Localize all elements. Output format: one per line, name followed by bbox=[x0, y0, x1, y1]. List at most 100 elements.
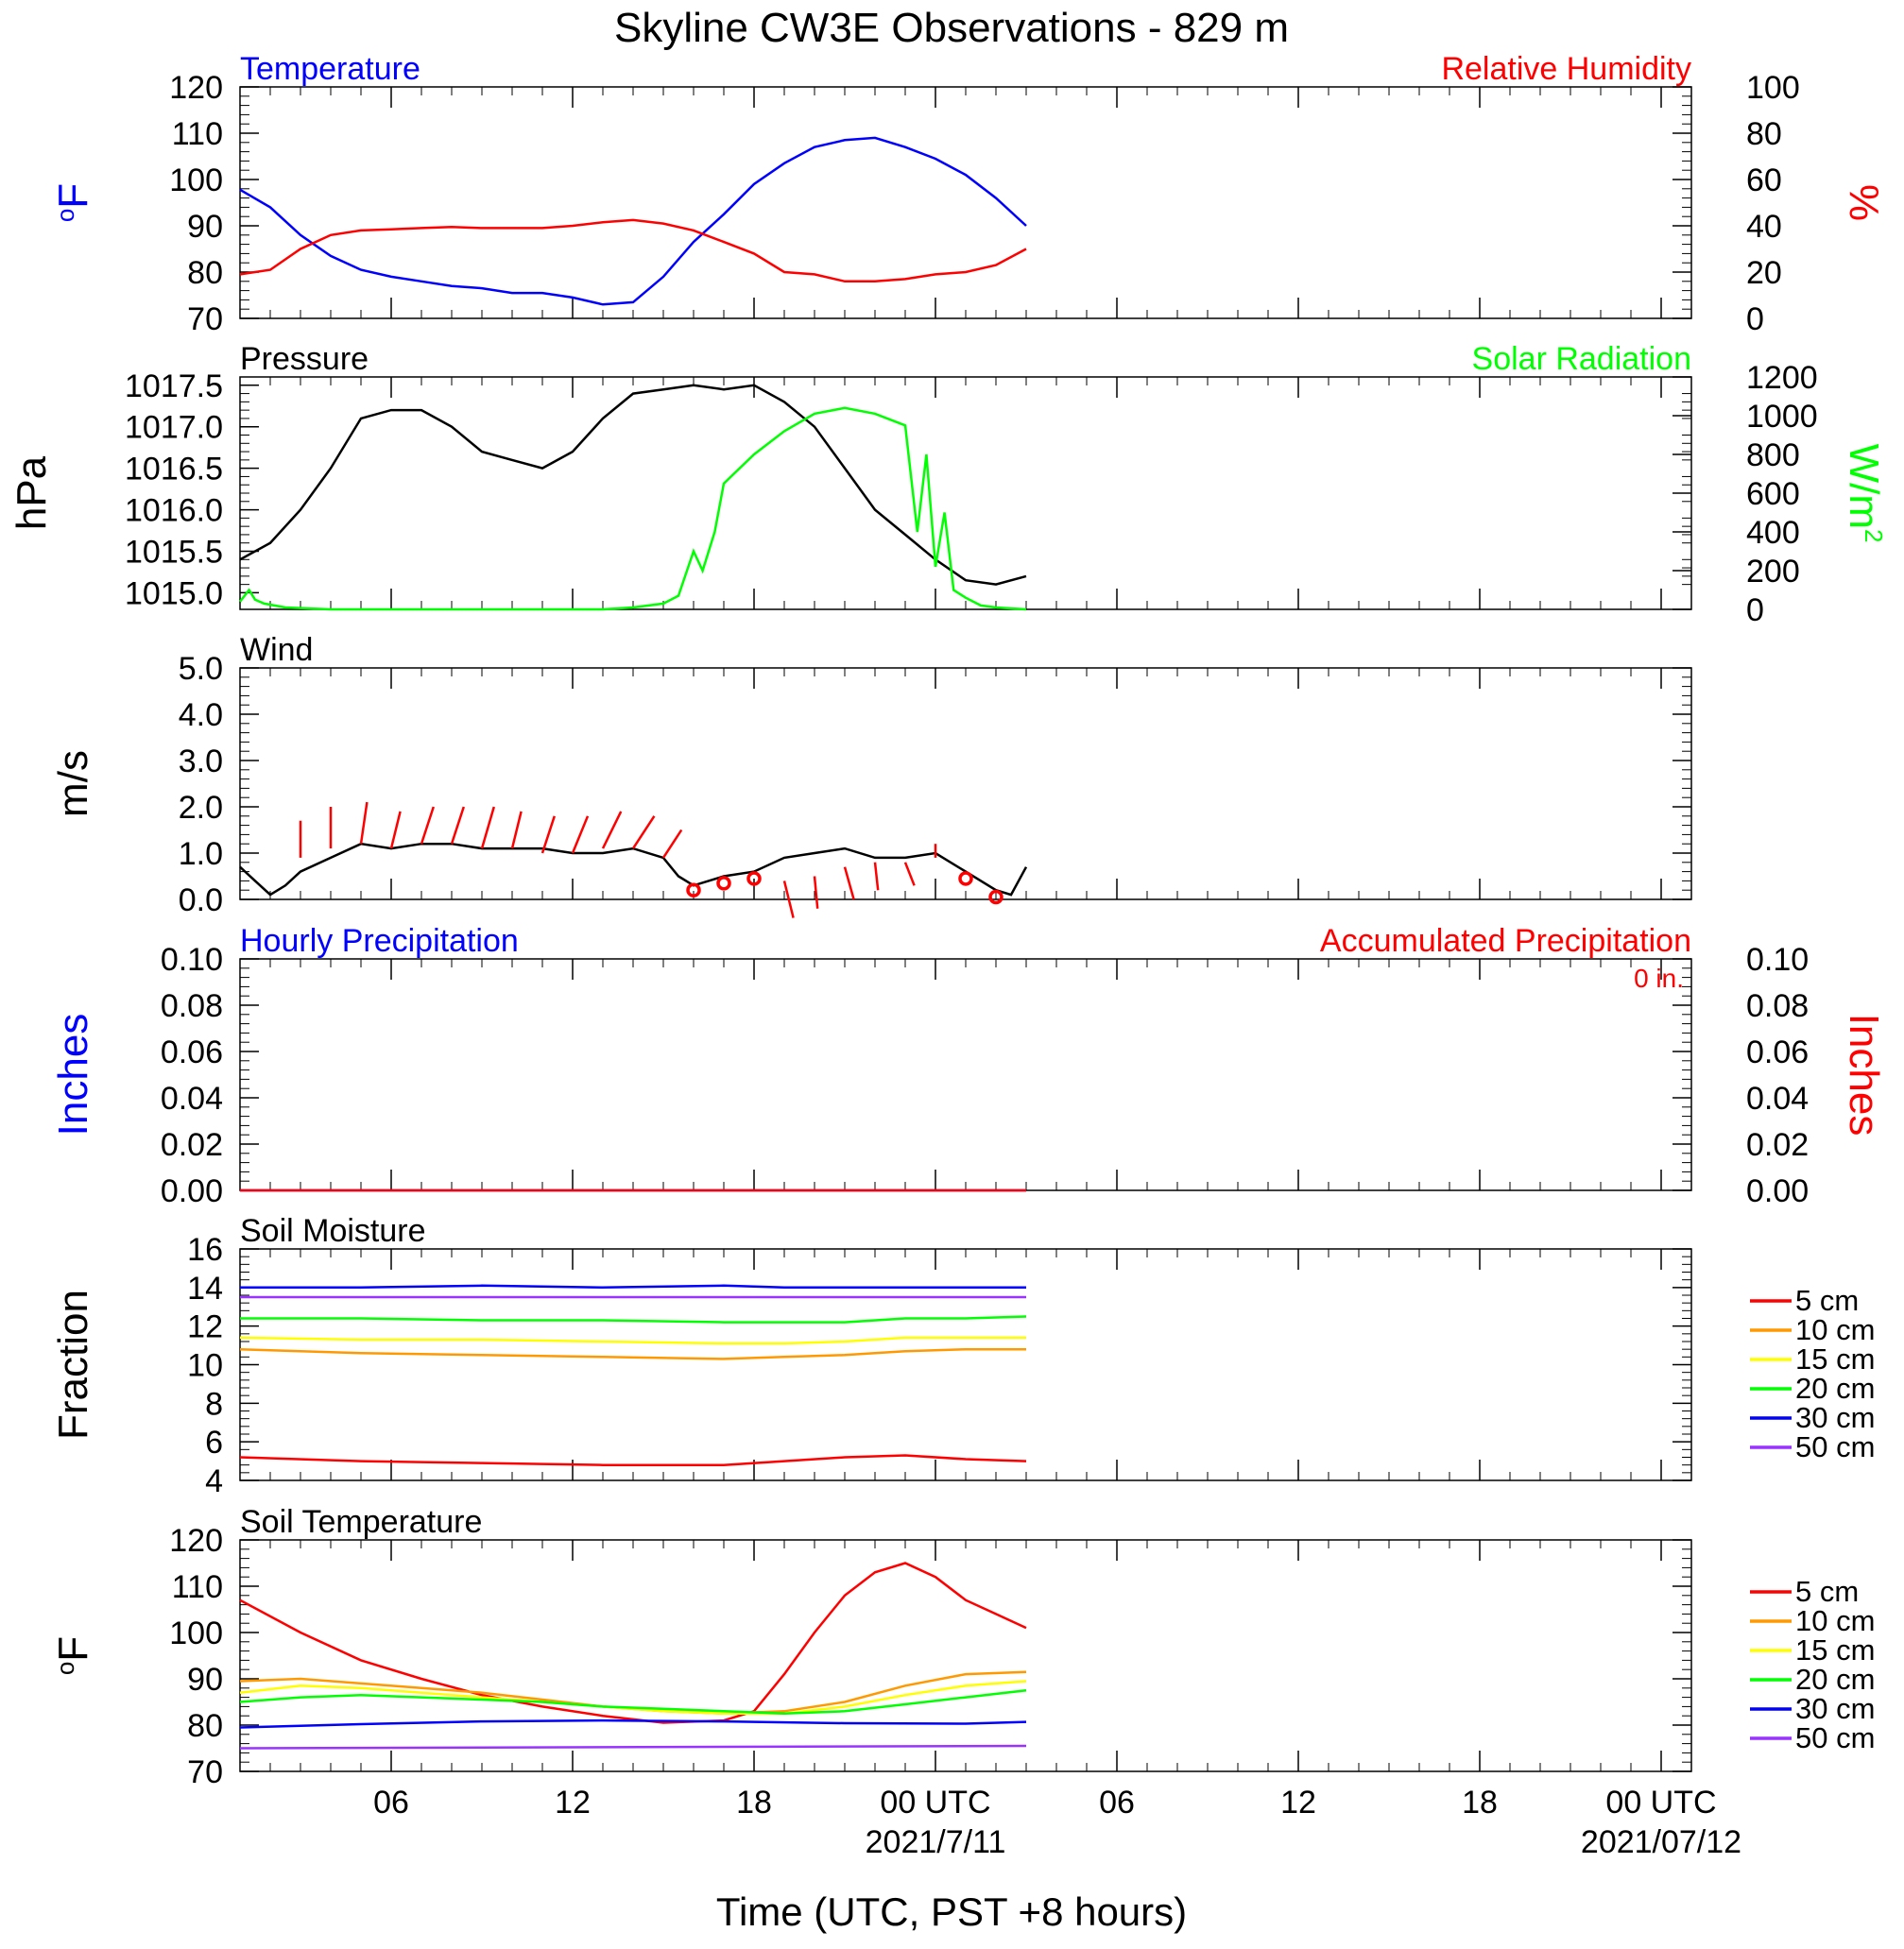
y2-tick-label: 1000 bbox=[1746, 399, 1818, 435]
y-tick-label: 1015.0 bbox=[125, 575, 223, 611]
y-tick-label: 8 bbox=[205, 1386, 223, 1422]
y-tick-label: 120 bbox=[169, 70, 223, 106]
y-tick-label: 100 bbox=[169, 162, 223, 198]
y2-tick-label: 0.02 bbox=[1746, 1127, 1809, 1163]
series-temperature bbox=[239, 136, 1027, 306]
panel-title-left: Soil Temperature bbox=[240, 1504, 482, 1540]
panel-title-left: Hourly Precipitation bbox=[240, 923, 519, 959]
panel-title-left: Wind bbox=[240, 632, 313, 668]
degree-mark: o bbox=[51, 1662, 79, 1675]
y-tick-label: 0.0 bbox=[179, 882, 223, 918]
x-tick-label: 00 UTC bbox=[880, 1785, 990, 1821]
y-tick-label: 70 bbox=[187, 1754, 223, 1790]
series-20-cm bbox=[240, 1315, 1027, 1324]
series-50-cm bbox=[239, 1744, 1027, 1750]
series-pressure bbox=[239, 384, 1027, 586]
y-tick-label: 1.0 bbox=[179, 836, 223, 872]
y-axis-label: Inches bbox=[50, 1014, 96, 1137]
wind-barb bbox=[480, 806, 496, 849]
plot-frame bbox=[239, 958, 1692, 1191]
plot-frame bbox=[239, 1539, 1692, 1772]
x-tick-sublabel: 2021/7/11 bbox=[866, 1824, 1006, 1860]
legend-label-20-cm: 20 cm bbox=[1795, 1372, 1875, 1405]
y-tick-label: 90 bbox=[187, 209, 223, 245]
x-tick-label: 00 UTC bbox=[1605, 1785, 1716, 1821]
accumulated-total-label: 0 in. bbox=[1634, 964, 1684, 993]
y-tick-label: 10 bbox=[187, 1348, 223, 1384]
wind-barb bbox=[813, 876, 819, 909]
series-20-cm bbox=[239, 1689, 1027, 1716]
unit-f: F bbox=[50, 183, 96, 209]
y-tick-label: 120 bbox=[169, 1523, 223, 1559]
y2-axis-label: Inches bbox=[1841, 1014, 1887, 1137]
y2-tick-label: 0 bbox=[1746, 301, 1764, 337]
y2-axis-label: % bbox=[1841, 184, 1887, 221]
plot-frame bbox=[239, 376, 1692, 610]
series-5-cm bbox=[239, 1454, 1027, 1466]
legend-label-50-cm: 50 cm bbox=[1795, 1721, 1875, 1754]
legend-label-5-cm: 5 cm bbox=[1795, 1284, 1859, 1317]
panel-wind: 0.0 1.0 2.0 3.0 4.0 5.0 m/s Wind bbox=[50, 632, 1692, 918]
y2-tick-label: 100 bbox=[1746, 70, 1800, 106]
wind-barb bbox=[389, 811, 402, 849]
y2-tick-label: 400 bbox=[1746, 515, 1800, 551]
series-relative-humidity bbox=[239, 218, 1027, 283]
wind-barb bbox=[631, 815, 656, 849]
wind-barb bbox=[571, 815, 590, 854]
x-tick-label: 12 bbox=[555, 1785, 591, 1821]
panel-temperature-humidity: 70 80 90 100 110 120 0 20 40 60 80 100 oF % Temperatur… bbox=[50, 51, 1887, 337]
calm-marker bbox=[716, 876, 731, 891]
wind-barb bbox=[601, 811, 623, 849]
y-tick-label: 70 bbox=[187, 301, 223, 337]
y2-tick-label: 600 bbox=[1746, 476, 1800, 512]
y2-tick-label: 20 bbox=[1746, 255, 1782, 291]
y2-tick-label: 60 bbox=[1746, 162, 1782, 198]
wind-barb bbox=[450, 806, 465, 845]
wind-barb bbox=[873, 862, 880, 891]
y2-tick-label: 1200 bbox=[1746, 360, 1818, 396]
series-30-cm bbox=[239, 1718, 1027, 1729]
y-tick-label: 0.04 bbox=[161, 1081, 223, 1117]
panel-title-right: Solar Radiation bbox=[1472, 341, 1691, 377]
y-axis-label: Fraction bbox=[50, 1290, 96, 1440]
y-tick-label: 1017.5 bbox=[125, 368, 223, 404]
y-tick-label: 3.0 bbox=[179, 744, 223, 779]
figure-title: Skyline CW3E Observations - 829 m bbox=[614, 5, 1289, 51]
legend-label-50-cm: 50 cm bbox=[1795, 1430, 1875, 1463]
y-tick-label: 12 bbox=[187, 1309, 223, 1345]
unit-exponent: 2 bbox=[1860, 529, 1888, 542]
panel-title-left: Soil Moisture bbox=[240, 1213, 426, 1249]
panel-title-right: Relative Humidity bbox=[1441, 51, 1691, 87]
x-tick-sublabel: 2021/07/12 bbox=[1581, 1824, 1741, 1860]
panel-pressure-solar: 1015.0 1015.5 1016.0 1016.5 1017.0 1017.5 0200… bbox=[9, 341, 1888, 628]
x-tick-label: 18 bbox=[1462, 1785, 1498, 1821]
unit-wm: W/m bbox=[1841, 444, 1887, 529]
plot-frame bbox=[239, 86, 1692, 319]
y2-tick-label: 0.10 bbox=[1746, 942, 1809, 978]
panel-title-left: Pressure bbox=[240, 341, 369, 377]
y2-axis-label: W/m2 bbox=[1841, 444, 1888, 543]
y-tick-label: 110 bbox=[172, 116, 223, 152]
y-axis-label: m/s bbox=[50, 750, 96, 817]
wind-barb bbox=[782, 880, 795, 918]
y-axis-label: hPa bbox=[9, 455, 55, 530]
y-tick-label: 100 bbox=[169, 1616, 223, 1651]
legend-label-10-cm: 10 cm bbox=[1795, 1604, 1875, 1637]
series-15-cm bbox=[239, 1336, 1026, 1345]
y-tick-label: 16 bbox=[187, 1232, 223, 1268]
y2-tick-label: 0.08 bbox=[1746, 988, 1809, 1024]
y-tick-label: 0.02 bbox=[161, 1127, 223, 1163]
y2-tick-label: 40 bbox=[1746, 209, 1782, 245]
y-tick-label: 1016.0 bbox=[125, 493, 223, 529]
legend-label-5-cm: 5 cm bbox=[1795, 1575, 1859, 1608]
y-axis-label: oF bbox=[50, 183, 96, 222]
series-30-cm bbox=[240, 1284, 1026, 1290]
y2-tick-label: 800 bbox=[1746, 437, 1800, 473]
calm-marker bbox=[988, 889, 1003, 905]
y-tick-label: 90 bbox=[187, 1662, 223, 1698]
y-tick-label: 2.0 bbox=[179, 790, 223, 826]
x-tick-label: 06 bbox=[373, 1785, 409, 1821]
calm-marker bbox=[686, 882, 701, 898]
